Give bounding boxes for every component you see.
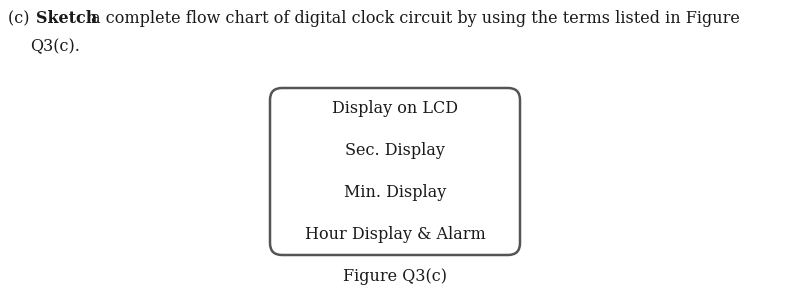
Text: Sec. Display: Sec. Display <box>345 142 444 159</box>
FancyBboxPatch shape <box>270 88 519 255</box>
Text: Hour Display & Alarm: Hour Display & Alarm <box>304 226 485 243</box>
Text: Display on LCD: Display on LCD <box>332 100 457 117</box>
Text: Min. Display: Min. Display <box>343 184 445 201</box>
Text: Figure Q3(c): Figure Q3(c) <box>342 268 446 285</box>
Text: Q3(c).: Q3(c). <box>30 38 79 55</box>
Text: (c): (c) <box>8 10 35 27</box>
Text: Sketch: Sketch <box>36 10 97 27</box>
Text: a complete flow chart of digital clock circuit by using the terms listed in Figu: a complete flow chart of digital clock c… <box>86 10 739 27</box>
